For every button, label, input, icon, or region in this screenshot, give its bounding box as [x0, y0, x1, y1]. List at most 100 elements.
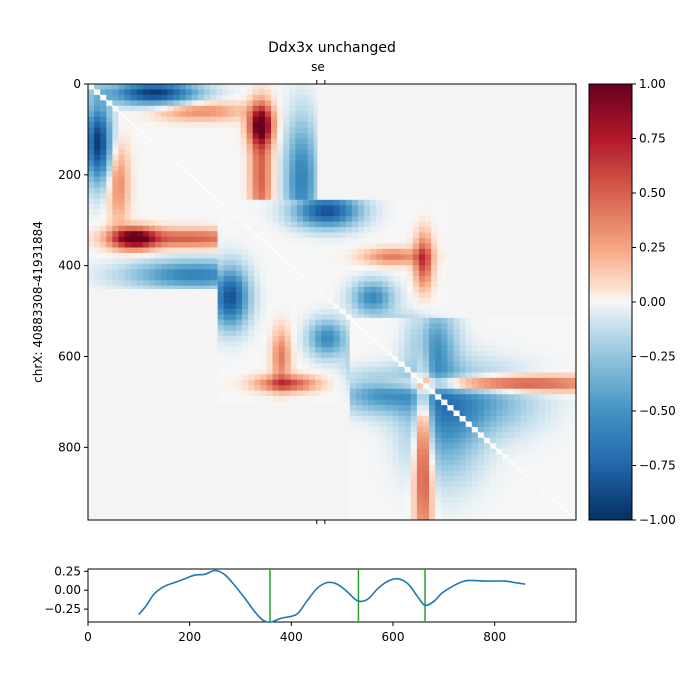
- heatmap-cell: [296, 308, 304, 315]
- heatmap-cell: [203, 203, 211, 210]
- heatmap-cell: [229, 270, 237, 277]
- heatmap-cell: [453, 361, 461, 368]
- heatmap-cell: [185, 209, 193, 216]
- heatmap-cell: [149, 127, 156, 134]
- heatmap-cell: [229, 297, 237, 304]
- heatmap-cell: [142, 214, 150, 221]
- heatmap-cell: [526, 383, 534, 390]
- heatmap-cell: [416, 508, 424, 515]
- heatmap-cell: [431, 297, 438, 304]
- heatmap-cell: [520, 388, 528, 395]
- heatmap-cell: [191, 133, 199, 140]
- heatmap-cell: [333, 259, 341, 266]
- heatmap-cell: [429, 372, 436, 379]
- heatmap-cell: [327, 254, 335, 261]
- heatmap-cell: [260, 379, 268, 386]
- heatmap-cell: [327, 308, 335, 315]
- heatmap-cell: [429, 514, 436, 520]
- heatmap-cell: [136, 160, 144, 167]
- heatmap-cell: [296, 205, 304, 212]
- heatmap-cell: [185, 127, 193, 134]
- heatmap-cell: [465, 334, 473, 341]
- heatmap-cell: [404, 323, 412, 330]
- heatmap-cell: [392, 486, 400, 493]
- heatmap-cell: [217, 287, 225, 294]
- heatmap-cell: [217, 232, 225, 239]
- heatmap-cell: [368, 383, 375, 390]
- heatmap-cell: [100, 182, 107, 189]
- heatmap-cell: [301, 143, 309, 150]
- heatmap-cell: [124, 220, 132, 227]
- heatmap-cell: [551, 361, 558, 368]
- heatmap-cell: [345, 396, 353, 403]
- heatmap-cell: [412, 232, 420, 239]
- heatmap-cell: [217, 368, 225, 375]
- heatmap-cell: [217, 319, 225, 326]
- heatmap-cell: [309, 396, 316, 403]
- heatmap-cell: [179, 274, 187, 281]
- heatmap-cell: [278, 303, 286, 310]
- heatmap-cell: [313, 89, 318, 96]
- heatmap-cell: [477, 405, 485, 412]
- heatmap-cell: [412, 281, 420, 288]
- heatmap-cell: [447, 361, 455, 368]
- heatmap-cell: [271, 116, 278, 123]
- heatmap-cell: [392, 323, 400, 330]
- heatmap-cell: [368, 426, 375, 433]
- heatmap-cell: [422, 339, 430, 346]
- heatmap-cell: [477, 475, 485, 482]
- heatmap-cell: [483, 410, 491, 417]
- heatmap-cell: [477, 426, 485, 433]
- heatmap-cell: [376, 210, 383, 217]
- heatmap-cell: [435, 448, 442, 455]
- heatmap-cell: [404, 372, 412, 379]
- heatmap-cell: [477, 486, 485, 493]
- heatmap-cell: [161, 269, 168, 276]
- heatmap-cell: [361, 492, 369, 499]
- heatmap-cell: [88, 94, 95, 101]
- heatmap-cell: [303, 270, 310, 277]
- heatmap-cell: [368, 432, 375, 439]
- heatmap-cell: [459, 361, 467, 368]
- heatmap-cell: [124, 105, 132, 112]
- heatmap-cell: [514, 497, 522, 504]
- heatmap-cell: [228, 154, 235, 161]
- heatmap-cell: [234, 154, 242, 161]
- heatmap-cell: [441, 416, 448, 423]
- heatmap-cell: [229, 352, 237, 359]
- heatmap-ytick-label: 0: [73, 77, 81, 91]
- heatmap-cell: [477, 345, 485, 352]
- heatmap-cell: [349, 361, 357, 368]
- heatmap-cell: [400, 199, 408, 206]
- heatmap-cell: [465, 475, 473, 482]
- heatmap-cell: [412, 237, 420, 245]
- heatmap-cell: [229, 248, 237, 255]
- heatmap-cell: [339, 396, 347, 403]
- heatmap-ytick-label: 400: [58, 259, 81, 273]
- heatmap-cell: [416, 317, 424, 324]
- heatmap-cell: [124, 252, 132, 259]
- heatmap-cell: [382, 297, 390, 304]
- heatmap-cell: [88, 285, 95, 289]
- heatmap-cell: [416, 481, 424, 488]
- heatmap-cell: [406, 259, 414, 266]
- heatmap-cell: [266, 336, 274, 343]
- heatmap-cell: [349, 405, 357, 412]
- heatmap-cell: [155, 149, 162, 156]
- heatmap-cell: [404, 361, 412, 368]
- heatmap-cell: [364, 292, 371, 299]
- heatmap-cell: [307, 160, 315, 167]
- heatmap-cell: [106, 225, 113, 232]
- heatmap-cell: [223, 396, 231, 403]
- heatmap-cell: [321, 357, 329, 364]
- heatmap-cell: [258, 160, 266, 167]
- heatmap-cell: [339, 374, 347, 381]
- heatmap-cell: [339, 232, 347, 239]
- heatmap-cell: [418, 254, 426, 261]
- heatmap-cell: [398, 394, 406, 401]
- heatmap-cell: [425, 281, 432, 288]
- heatmap-cell: [94, 280, 101, 287]
- heatmap-cell: [441, 459, 448, 466]
- heatmap-cell: [234, 84, 242, 91]
- heatmap-cell: [370, 297, 377, 304]
